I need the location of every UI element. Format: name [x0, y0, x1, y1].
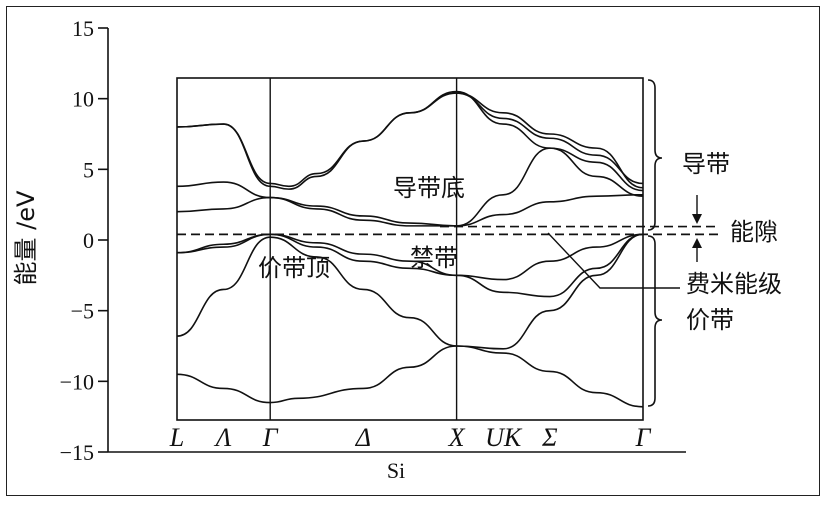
fermi-leader-line: [547, 232, 680, 289]
y-tick-label: 5: [83, 157, 94, 182]
gap-arrowhead-bottom: [692, 238, 702, 248]
k-point-labels: L Λ Γ Δ X UK Σ Γ: [169, 423, 652, 452]
annotation-vbm: 价带顶: [258, 254, 330, 282]
y-tick-label: 15: [72, 16, 94, 41]
y-tick-label: 10: [72, 87, 94, 112]
k-point-label: Λ: [213, 423, 232, 452]
band-curve: [176, 233, 644, 350]
annotation-valence-band: 价带: [686, 306, 734, 334]
band-curves: [176, 90, 644, 408]
band-curve: [176, 345, 644, 408]
k-point-label: Γ: [262, 423, 279, 452]
plot-area-box: [176, 77, 644, 421]
k-point-label: X: [448, 423, 466, 452]
band-curve: [176, 147, 644, 227]
annotation-forbidden-band: 禁带: [410, 244, 458, 272]
k-point-label: Γ: [635, 423, 652, 452]
k-point-label: UK: [485, 423, 523, 452]
k-point-vertical-lines: [269, 78, 458, 420]
y-tick-label: 0: [83, 228, 94, 253]
k-point-label: Δ: [355, 423, 371, 452]
y-tick-label: −5: [71, 299, 94, 324]
band-curve: [176, 233, 644, 281]
y-ticks: 15 10 5 0 −5 −10 −15: [60, 16, 108, 465]
k-point-label: Σ: [541, 423, 558, 452]
annotation-band-gap: 能隙: [730, 218, 778, 246]
band-curve: [176, 193, 644, 227]
k-point-label: L: [169, 423, 184, 452]
x-axis-title: Si: [387, 458, 405, 483]
y-tick-label: −15: [60, 440, 94, 465]
conduction-band-brace: [647, 79, 663, 231]
annotation-fermi-level: 费米能级: [686, 270, 782, 298]
band-curve: [456, 92, 644, 189]
annotation-cbm: 导带底: [393, 174, 465, 202]
annotation-conduction-band: 导带: [682, 150, 730, 178]
y-axis-title: 能量 /eV: [12, 190, 40, 285]
chart-frame: [6, 6, 820, 496]
gap-arrowhead-top: [692, 214, 702, 224]
y-tick-label: −10: [60, 369, 94, 394]
valence-band-brace: [647, 235, 663, 407]
band-curve: [176, 92, 644, 190]
